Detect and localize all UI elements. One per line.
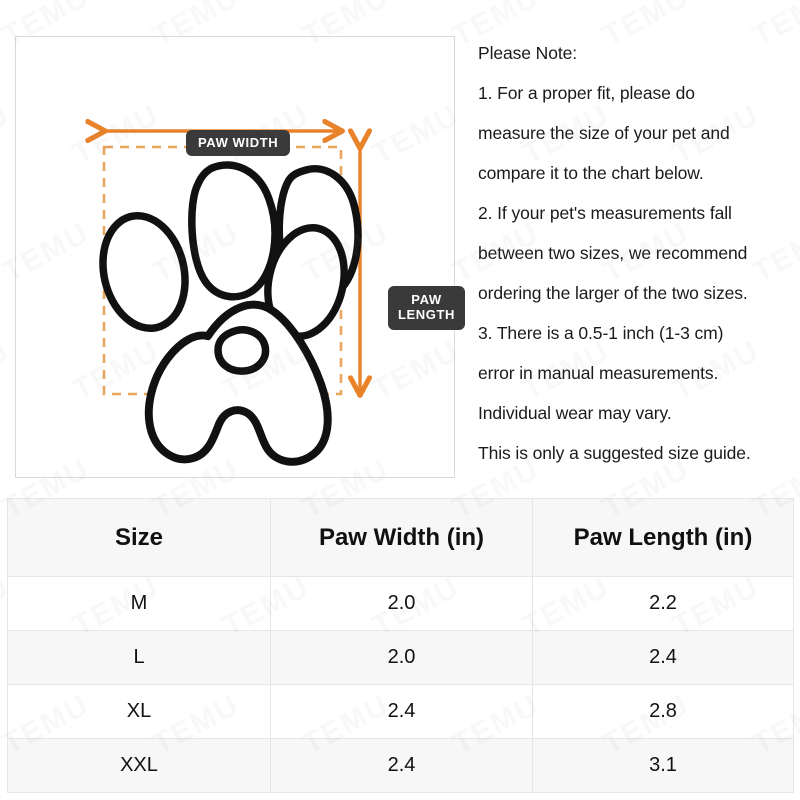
column-header-paw-width: Paw Width (in)	[270, 498, 533, 577]
paw-pad-hole	[214, 326, 270, 375]
please-note-block: Please Note: 1. For a proper fit, please…	[478, 33, 798, 473]
cell-paw-width: 2.4	[270, 738, 533, 793]
paw-width-label-chip: PAW WIDTH	[186, 130, 291, 157]
note-line-footer: This is only a suggested size guide.	[478, 443, 751, 463]
note-line-heading: Please Note:	[478, 43, 577, 63]
cell-paw-length: 3.1	[532, 738, 794, 793]
cell-paw-length: 2.2	[532, 576, 794, 631]
cell-size: M	[7, 576, 271, 631]
note-line-2a: 2. If your pet's measurements fall	[478, 203, 732, 223]
note-line-1a: 1. For a proper fit, please do	[478, 83, 695, 103]
cell-paw-width: 2.4	[270, 684, 533, 739]
note-line-1c: compare it to the chart below.	[478, 163, 704, 183]
table-row: XL 2.4 2.8	[7, 684, 794, 739]
cell-size: XL	[7, 684, 271, 739]
paw-length-label-chip: PAW LENGTH	[388, 286, 466, 330]
paw-diagram-svg	[16, 37, 456, 466]
note-line-2c: ordering the larger of the two sizes.	[478, 283, 748, 303]
cell-paw-width: 2.0	[270, 630, 533, 685]
note-line-3b: error in manual measurements.	[478, 363, 719, 383]
cell-paw-length: 2.8	[532, 684, 794, 739]
paw-measurement-diagram: PAW WIDTH PAW LENGTH	[15, 36, 466, 478]
table-row: L 2.0 2.4	[7, 630, 794, 685]
cell-paw-length: 2.4	[532, 630, 794, 685]
top-section: PAW WIDTH PAW LENGTH Please Note: 1. For…	[15, 33, 798, 478]
table-row: M 2.0 2.2	[7, 576, 794, 631]
paw-toe-inner-left	[188, 161, 279, 301]
paw-main-pad	[144, 300, 332, 466]
paw-toe-outer-left	[99, 211, 189, 333]
note-line-3c: Individual wear may vary.	[478, 403, 672, 423]
note-line-3a: 3. There is a 0.5-1 inch (1-3 cm)	[478, 323, 724, 343]
cell-paw-width: 2.0	[270, 576, 533, 631]
note-line-2b: between two sizes, we recommend	[478, 243, 748, 263]
table-row: XXL 2.4 3.1	[7, 738, 794, 793]
cell-size: L	[7, 630, 271, 685]
table-header-row: Size Paw Width (in) Paw Length (in)	[7, 498, 794, 577]
cell-size: XXL	[7, 738, 271, 793]
paw-print-graphic	[99, 161, 362, 466]
column-header-size: Size	[7, 498, 271, 577]
column-header-paw-length: Paw Length (in)	[532, 498, 794, 577]
size-chart-table: Size Paw Width (in) Paw Length (in) M 2.…	[7, 498, 794, 793]
note-line-1b: measure the size of your pet and	[478, 123, 730, 143]
